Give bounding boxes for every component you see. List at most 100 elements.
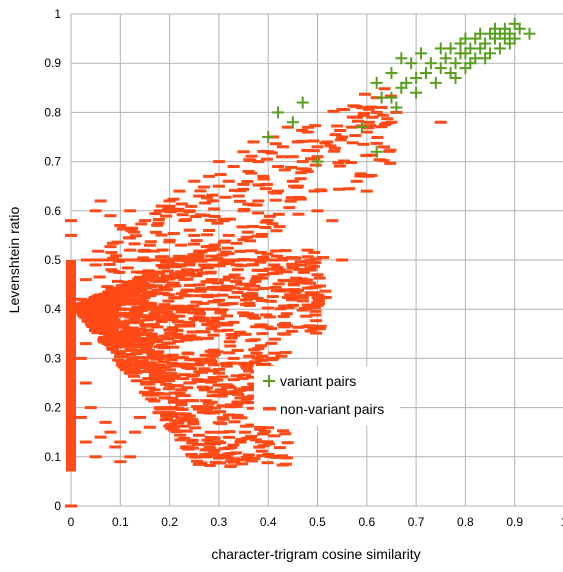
non-variant-point bbox=[143, 382, 156, 386]
non-variant-point bbox=[237, 182, 250, 186]
non-variant-point bbox=[167, 345, 180, 349]
non-variant-point bbox=[252, 211, 265, 215]
non-variant-point bbox=[222, 261, 235, 265]
non-variant-point bbox=[210, 287, 223, 291]
non-variant-point bbox=[116, 284, 129, 288]
non-variant-point bbox=[105, 268, 118, 272]
non-variant-point bbox=[220, 390, 233, 394]
x-tick-label: 0.6 bbox=[358, 515, 375, 529]
non-variant-point bbox=[127, 282, 140, 286]
non-variant-point bbox=[230, 280, 243, 284]
non-variant-point bbox=[183, 324, 196, 328]
non-variant-point bbox=[144, 240, 157, 244]
non-variant-point bbox=[79, 278, 92, 282]
non-variant-point bbox=[208, 352, 221, 356]
non-variant-point bbox=[137, 249, 150, 253]
non-variant-point bbox=[142, 283, 155, 287]
non-variant-point bbox=[336, 258, 349, 262]
non-variant-point bbox=[216, 375, 229, 379]
non-variant-point bbox=[273, 446, 286, 450]
non-variant-point bbox=[103, 339, 116, 343]
non-variant-point bbox=[296, 299, 309, 303]
non-variant-point bbox=[114, 460, 127, 464]
non-variant-point bbox=[274, 307, 287, 311]
non-variant-point bbox=[249, 279, 262, 283]
non-variant-point bbox=[154, 314, 167, 318]
non-variant-point bbox=[201, 322, 214, 326]
non-variant-point bbox=[376, 113, 389, 117]
non-variant-point bbox=[189, 426, 202, 430]
non-variant-point bbox=[304, 258, 317, 262]
non-variant-point bbox=[79, 342, 92, 346]
non-variant-point bbox=[186, 441, 199, 445]
non-variant-point bbox=[211, 281, 224, 285]
non-variant-point bbox=[230, 241, 243, 245]
non-variant-point bbox=[270, 254, 283, 258]
non-variant-point bbox=[256, 276, 269, 280]
non-variant-point bbox=[326, 219, 339, 223]
non-variant-point bbox=[336, 135, 349, 139]
non-variant-point bbox=[312, 293, 325, 297]
non-variant-point bbox=[129, 309, 142, 313]
non-variant-point bbox=[127, 356, 140, 360]
non-variant-point bbox=[130, 270, 143, 274]
non-variant-point bbox=[307, 139, 320, 143]
non-variant-point bbox=[155, 233, 168, 237]
non-variant-point bbox=[305, 286, 318, 290]
non-variant-point bbox=[148, 399, 161, 403]
non-variant-point bbox=[311, 145, 324, 149]
non-variant-point bbox=[203, 442, 216, 446]
non-variant-point bbox=[328, 146, 341, 150]
non-variant-point bbox=[195, 461, 208, 465]
non-variant-point bbox=[225, 333, 238, 337]
non-variant-point bbox=[205, 327, 218, 331]
non-variant-point bbox=[181, 277, 194, 281]
non-variant-point bbox=[194, 258, 207, 262]
non-variant-point bbox=[171, 296, 184, 300]
non-variant-point bbox=[256, 354, 269, 358]
non-variant-point bbox=[65, 504, 77, 508]
non-variant-point bbox=[362, 107, 375, 111]
non-variant-point bbox=[121, 266, 134, 270]
non-variant-point bbox=[187, 253, 200, 257]
non-variant-point bbox=[264, 299, 277, 303]
non-variant-point bbox=[161, 310, 174, 314]
non-variant-point bbox=[291, 140, 304, 144]
non-variant-point bbox=[304, 291, 317, 295]
non-variant-point bbox=[187, 420, 200, 424]
non-variant-point bbox=[133, 365, 146, 369]
non-variant-point bbox=[308, 306, 321, 310]
non-variant-point bbox=[160, 288, 173, 292]
non-variant-point bbox=[286, 196, 299, 200]
non-variant-point bbox=[120, 366, 133, 370]
non-variant-point bbox=[275, 354, 288, 358]
non-variant-point bbox=[110, 289, 123, 293]
non-variant-point bbox=[170, 273, 183, 277]
non-variant-point bbox=[95, 329, 108, 333]
non-variant-point bbox=[138, 286, 151, 290]
non-variant-point bbox=[255, 449, 268, 453]
non-variant-point bbox=[276, 155, 289, 159]
non-variant-point bbox=[229, 390, 242, 394]
y-tick-label: 0.9 bbox=[44, 56, 61, 70]
x-tick-label: 0.5 bbox=[309, 515, 326, 529]
non-variant-point bbox=[136, 359, 149, 363]
non-variant-point bbox=[151, 325, 164, 329]
non-variant-point bbox=[198, 330, 211, 334]
non-variant-point bbox=[240, 455, 253, 459]
non-variant-point bbox=[159, 365, 172, 369]
non-variant-point bbox=[246, 406, 259, 410]
non-variant-point bbox=[263, 267, 276, 271]
non-variant-point bbox=[127, 329, 140, 333]
non-variant-point bbox=[88, 310, 101, 314]
non-variant-point bbox=[187, 373, 200, 377]
non-variant-point bbox=[132, 285, 145, 289]
non-variant-point bbox=[162, 207, 175, 211]
non-variant-point bbox=[164, 210, 177, 214]
non-variant-point bbox=[309, 309, 322, 313]
non-variant-point bbox=[161, 263, 174, 267]
non-variant-point bbox=[102, 305, 115, 309]
non-variant-point bbox=[222, 384, 235, 388]
non-variant-point bbox=[175, 292, 188, 296]
